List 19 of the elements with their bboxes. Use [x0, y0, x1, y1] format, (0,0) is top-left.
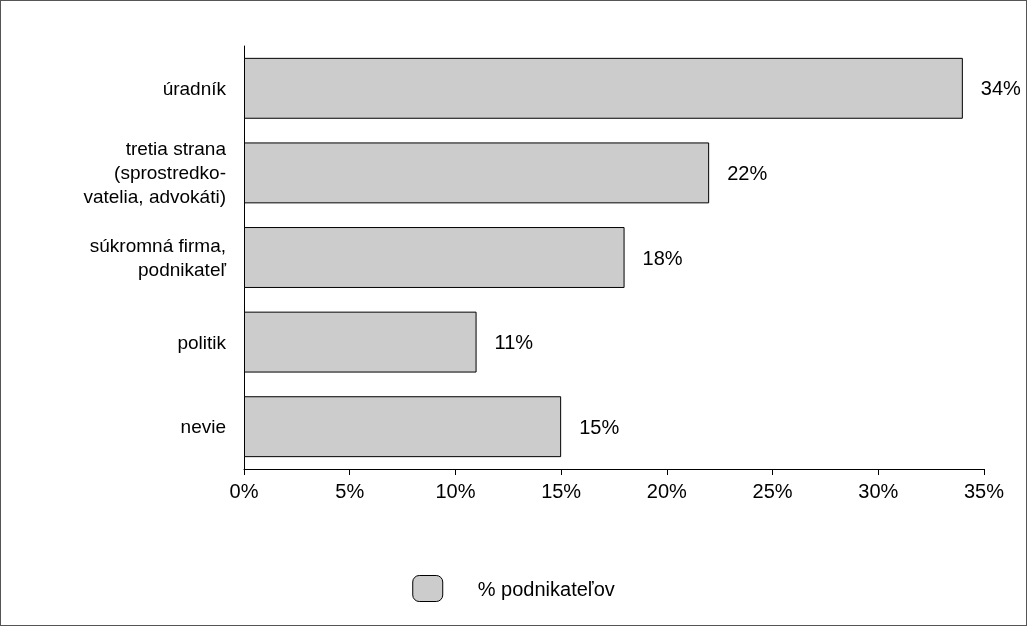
x-tick-label: 30% [858, 480, 899, 502]
x-tick-label: 0% [229, 480, 259, 502]
legend-label: % podnikateľov [477, 577, 615, 600]
y-tick-label: súkromná firma, podnikateľ [89, 235, 227, 280]
y-tick-label: nevie [180, 416, 226, 438]
y-tick-label: politik [177, 331, 227, 353]
data-label: 22% [727, 161, 768, 184]
x-tick-label: 5% [335, 480, 365, 502]
x-tick-label: 25% [752, 480, 793, 502]
data-label: 15% [579, 415, 620, 438]
data-label: 34% [980, 77, 1022, 100]
x-tick-label: 35% [963, 480, 1005, 502]
data-label: 18% [642, 246, 683, 269]
y-tick-label: tretia strana (sprostredko- vatelia, advokáti) [83, 138, 227, 208]
x-tick-label: 20% [646, 480, 688, 502]
data-label: 11% [494, 331, 534, 354]
x-tick-label: 15% [541, 480, 582, 502]
x-tick-label: 10% [435, 480, 476, 502]
y-tick-label: úradník [162, 77, 227, 99]
